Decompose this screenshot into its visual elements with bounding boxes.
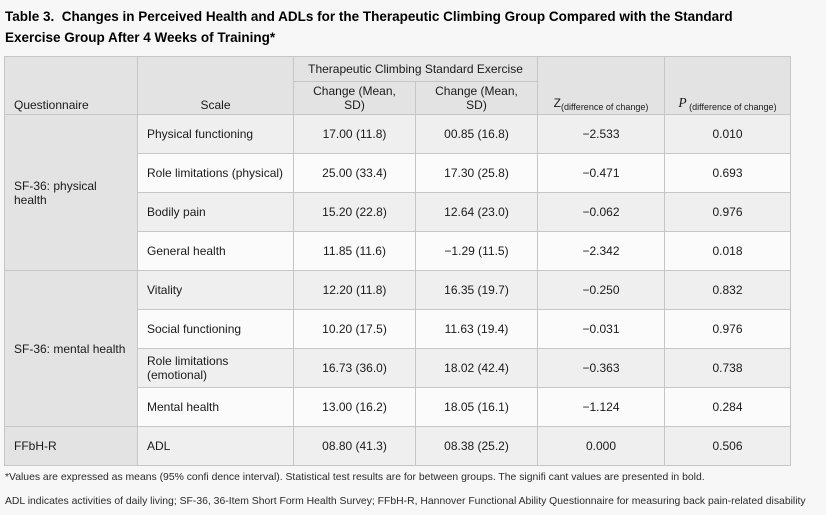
questionnaire-group-cell: FFbH-R [4,426,138,466]
climbing-change-cell: 25.00 (33.4) [293,153,416,193]
header-row-measures: Change (Mean, SD) Change (Mean, SD) [5,81,791,115]
exercise-change-cell: 08.38 (25.2) [415,426,538,466]
scale-cell: Vitality [137,270,294,310]
z-value-cell: 0.000 [537,426,665,466]
p-value-cell: 0.018 [664,231,791,271]
scale-cell: Role limitations (physical) [137,153,294,193]
climbing-change-cell: 12.20 (11.8) [293,270,416,310]
table-row: SF-36: physical health Physical functioni… [4,114,791,271]
table-row: Role limitations (emotional) 16.73 (36.0)… [5,348,791,388]
footnote-values: *Values are expressed as means (95% conf… [5,472,705,483]
footnote-abbreviations: ADL indicates activities of daily living… [5,496,806,507]
scale-cell: Social functioning [137,309,294,349]
z-value-cell: −0.031 [537,309,665,349]
z-value-cell: −0.062 [537,192,665,232]
p-value-cell: 0.693 [664,153,791,193]
col-header-group-span: Therapeutic Climbing Standard Exercise [293,56,538,82]
exercise-change-cell: 16.35 (19.7) [415,270,538,310]
table-row: SF-36: mental health Vitality 12.20 (11.8)… [4,270,791,427]
p-value-cell: 0.976 [664,192,791,232]
exercise-change-cell: 18.05 (16.1) [415,387,538,427]
scale-cell: Bodily pain [137,192,294,232]
questionnaire-group-cell: SF-36: mental health [4,270,138,427]
climbing-change-cell: 10.20 (17.5) [293,309,416,349]
table-row: Mental health 13.00 (16.2) 18.05 (16.1) −1.… [5,387,791,427]
p-symbol: P [678,95,687,110]
table-body: SF-36: physical health Physical functioni… [4,114,791,466]
climbing-change-cell: 16.73 (36.0) [293,348,416,388]
p-value-cell: 0.738 [664,348,791,388]
scale-cell: General health [137,231,294,271]
z-value-cell: −2.342 [537,231,665,271]
z-subscript: (difference of change) [560,102,649,112]
exercise-change-cell: 17.30 (25.8) [415,153,538,193]
table-row: Social functioning 10.20 (17.5) 11.63 (19.… [5,309,791,349]
exercise-change-cell: −1.29 (11.5) [415,231,538,271]
table-row: Bodily pain 15.20 (22.8) 12.64 (23.0) −0.06… [5,192,791,232]
table-row: FFbH-R ADL 08.80 (41.3) 08.38 (25.2) 0.000 0.… [4,426,791,466]
scale-cell: Physical functioning [137,114,294,154]
scale-cell: Role limitations (emotional) [137,348,294,388]
col-header-p: P (difference of change) [664,56,791,115]
exercise-change-cell: 12.64 (23.0) [415,192,538,232]
table-row: Role limitations (physical) 25.00 (33.4) 1… [5,153,791,193]
col-header-scale: Scale [137,56,294,115]
questionnaire-group-cell: SF-36: physical health [4,114,138,271]
climbing-change-cell: 11.85 (11.6) [293,231,416,271]
climbing-change-cell: 15.20 (22.8) [293,192,416,232]
exercise-change-cell: 11.63 (19.4) [415,309,538,349]
exercise-change-cell: 18.02 (42.4) [415,348,538,388]
z-value-cell: −2.533 [537,114,665,154]
p-value-cell: 0.284 [664,387,791,427]
z-value-cell: −0.471 [537,153,665,193]
table-title: Table 3. Changes in Perceived Health and… [5,9,737,45]
col-header-exercise-change: Change (Mean, SD) [415,81,538,115]
scale-cell: Mental health [137,387,294,427]
z-value-cell: −0.363 [537,348,665,388]
p-value-cell: 0.832 [664,270,791,310]
climbing-change-cell: 08.80 (41.3) [293,426,416,466]
col-header-climbing-change: Change (Mean, SD) [293,81,416,115]
p-subscript: (difference of change) [686,102,777,112]
col-header-z: Z(difference of change) [537,56,665,115]
z-symbol: Z [553,96,561,110]
climbing-change-cell: 13.00 (16.2) [293,387,416,427]
results-table: Questionnaire Scale Therapeutic Climbing… [4,56,791,466]
z-value-cell: −1.124 [537,387,665,427]
col-header-questionnaire: Questionnaire [4,56,138,115]
p-value-cell: 0.976 [664,309,791,349]
exercise-change-cell: 00.85 (16.8) [415,114,538,154]
table-row: General health 11.85 (11.6) −1.29 (11.5) −2… [5,231,791,271]
z-value-cell: −0.250 [537,270,665,310]
scale-cell: ADL [137,426,294,466]
table-header: Questionnaire Scale Therapeutic Climbing… [4,56,791,115]
p-value-cell: 0.010 [664,114,791,154]
header-row-groups: Questionnaire Scale Therapeutic Climbing… [4,56,791,115]
climbing-change-cell: 17.00 (11.8) [293,114,416,154]
p-value-cell: 0.506 [664,426,791,466]
